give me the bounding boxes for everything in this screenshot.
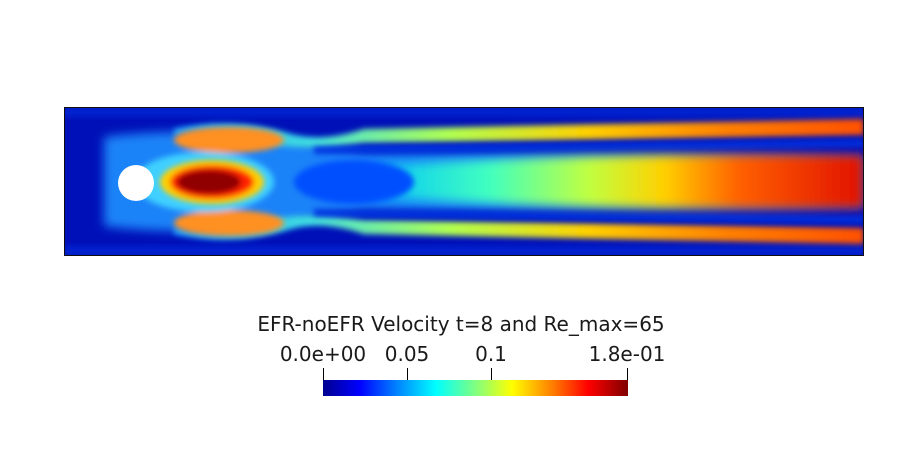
colorbar-tick-label-005: 0.05 xyxy=(384,342,430,366)
cylinder-obstacle xyxy=(118,165,154,201)
colorbar-tick-005 xyxy=(407,368,408,380)
colorbar-tick-min xyxy=(323,368,324,380)
colorbar-tick-label-max: 1.8e-01 xyxy=(588,342,666,366)
upper-lobe xyxy=(174,127,284,153)
colorbar-tick-max xyxy=(627,368,628,380)
colorbar-tick-label-01: 0.1 xyxy=(475,342,507,366)
lower-shear-band xyxy=(174,215,864,244)
velocity-field-plot xyxy=(64,107,864,256)
colorbar-tick-01 xyxy=(491,368,492,380)
domain-border xyxy=(64,107,864,256)
upper-separator xyxy=(314,140,864,154)
upper-shear-band xyxy=(174,119,864,148)
colorbar-title: EFR-noEFR Velocity t=8 and Re_max=65 xyxy=(257,312,665,336)
lower-separator xyxy=(314,209,864,223)
bottom-wall-band xyxy=(64,246,864,256)
colorbar-tick-label-min: 0.0e+00 xyxy=(279,342,367,366)
core-max xyxy=(177,170,241,194)
lower-lobe xyxy=(174,210,284,236)
central-jet xyxy=(364,154,864,209)
top-wall-band xyxy=(64,107,864,117)
wake-pocket xyxy=(294,160,414,204)
colorbar xyxy=(323,380,628,396)
